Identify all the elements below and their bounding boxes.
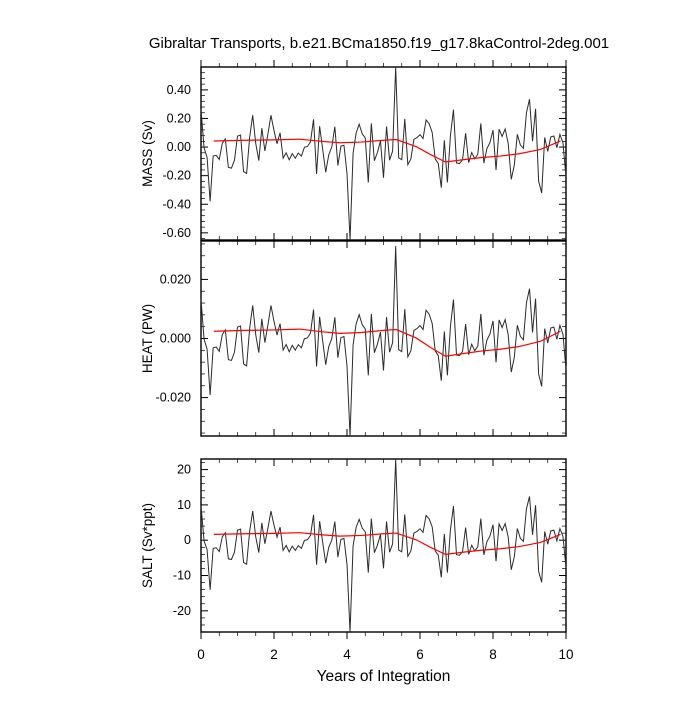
svg-text:-20: -20 [173,604,191,618]
svg-text:Gibraltar Transports, b.e21.BC: Gibraltar Transports, b.e21.BCma1850.f19… [149,35,609,52]
svg-text:0.000: 0.000 [160,332,191,346]
svg-text:MASS (Sv): MASS (Sv) [140,120,155,187]
svg-text:6: 6 [416,647,424,662]
svg-text:HEAT (PW): HEAT (PW) [140,304,155,373]
svg-text:Years of Integration: Years of Integration [317,668,451,685]
svg-text:4: 4 [343,647,351,662]
svg-text:0: 0 [184,533,191,547]
svg-text:8: 8 [489,647,497,662]
svg-text:-0.20: -0.20 [163,169,192,183]
svg-text:-10: -10 [173,569,191,583]
svg-text:0.020: 0.020 [160,272,191,286]
svg-text:SALT (Sv*ppt): SALT (Sv*ppt) [140,503,155,588]
svg-text:0.00: 0.00 [167,140,191,154]
svg-text:0.20: 0.20 [167,111,191,125]
svg-text:10: 10 [177,498,191,512]
svg-text:10: 10 [558,647,573,662]
svg-text:-0.40: -0.40 [163,197,192,211]
svg-text:20: 20 [177,463,191,477]
svg-text:0.40: 0.40 [167,83,191,97]
svg-text:-0.60: -0.60 [163,226,192,240]
svg-text:-0.020: -0.020 [156,391,191,405]
svg-text:0: 0 [197,647,205,662]
svg-text:2: 2 [270,647,278,662]
